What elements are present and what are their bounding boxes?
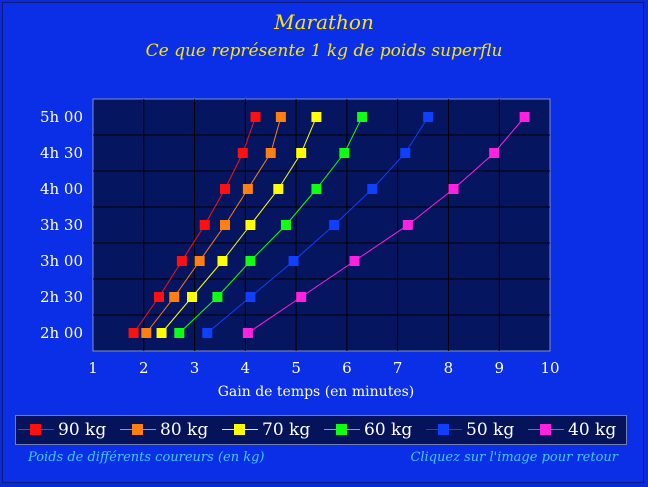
data-point [311,184,322,194]
data-point [187,292,198,302]
series-80-kg [141,112,286,338]
x-tick-labels: 1 2 3 4 5 6 7 8 9 10 [88,359,559,377]
data-point [245,220,256,230]
legend-label: 40 kg [568,420,617,440]
y-tick-label: 2h 00 [40,324,83,342]
legend-swatch [526,416,566,444]
y-tick-label: 3h 00 [40,252,83,270]
data-point [423,112,434,122]
series-60-kg [174,112,368,338]
series-70-kg [156,112,322,338]
data-point [202,328,213,338]
data-point [519,112,530,122]
data-point [141,328,152,338]
legend-label: 80 kg [160,420,209,440]
data-point [311,112,322,122]
x-tick-label: 2 [139,359,149,377]
legend-item: 70 kg [220,416,310,444]
data-point [280,220,291,230]
data-point [128,328,139,338]
series-50-kg [202,112,434,338]
y-tick-label: 2h 30 [40,288,83,306]
data-point [329,220,340,230]
series-lines [128,112,530,338]
x-tick-label: 4 [241,359,251,377]
series-90-kg [128,112,261,338]
data-point [402,220,413,230]
data-point [169,292,180,302]
y-tick-labels: 2h 00 2h 30 3h 00 3h 30 4h 00 4h 30 5h 00 [40,108,83,342]
data-point [176,256,187,266]
return-link[interactable]: Cliquez sur l'image pour retour [410,450,618,465]
x-tick-label: 8 [444,359,454,377]
data-point [349,256,360,266]
data-point [245,256,256,266]
data-point [250,112,261,122]
legend-swatch [424,416,464,444]
series-40-kg [242,112,530,338]
data-point [194,256,205,266]
data-point [242,328,253,338]
y-tick-label: 4h 30 [40,144,83,162]
data-point [220,184,231,194]
legend-item: 50 kg [424,416,514,444]
data-point [296,292,307,302]
legend-item: 80 kg [118,416,208,444]
data-point [357,112,368,122]
data-point [489,148,500,158]
data-point [220,220,231,230]
y-tick-label: 4h 00 [40,180,83,198]
legend-caption: Poids de différents coureurs (en kg) [28,450,265,465]
legend-swatch [118,416,158,444]
data-point [174,328,185,338]
x-tick-label: 5 [291,359,301,377]
legend-label: 50 kg [466,420,515,440]
x-tick-label: 6 [342,359,352,377]
x-tick-label: 10 [540,359,559,377]
data-point [288,256,299,266]
data-point [275,112,286,122]
legend-swatch [220,416,260,444]
legend-item: 60 kg [322,416,412,444]
data-point [242,184,253,194]
data-point [212,292,223,302]
data-point [199,220,210,230]
x-tick-label: 1 [88,359,98,377]
chart-title: Marathon [274,10,374,34]
y-tick-label: 5h 00 [40,108,83,126]
data-point [400,148,411,158]
legend: 90 kg 80 kg 70 kg 60 kg 50 kg 40 kg [15,415,627,445]
data-point [245,292,256,302]
y-tick-label: 3h 30 [40,216,83,234]
legend-swatch [322,416,362,444]
data-point [237,148,248,158]
x-tick-label: 3 [190,359,200,377]
legend-item: 40 kg [526,416,616,444]
plot-background [92,98,551,352]
legend-item: 90 kg [16,416,106,444]
data-point [448,184,459,194]
legend-label: 70 kg [262,420,311,440]
data-point [154,292,165,302]
data-point [156,328,167,338]
data-point [265,148,276,158]
x-tick-label: 7 [393,359,403,377]
data-point [367,184,378,194]
data-point [273,184,284,194]
x-axis-label: Gain de temps (en minutes) [218,384,415,400]
data-point [296,148,307,158]
legend-swatch [16,416,56,444]
legend-label: 60 kg [364,420,413,440]
data-point [339,148,350,158]
chart-subtitle: Ce que représente 1 kg de poids superflu [145,41,503,61]
data-point [217,256,228,266]
x-tick-label: 9 [494,359,504,377]
legend-label: 90 kg [58,420,107,440]
